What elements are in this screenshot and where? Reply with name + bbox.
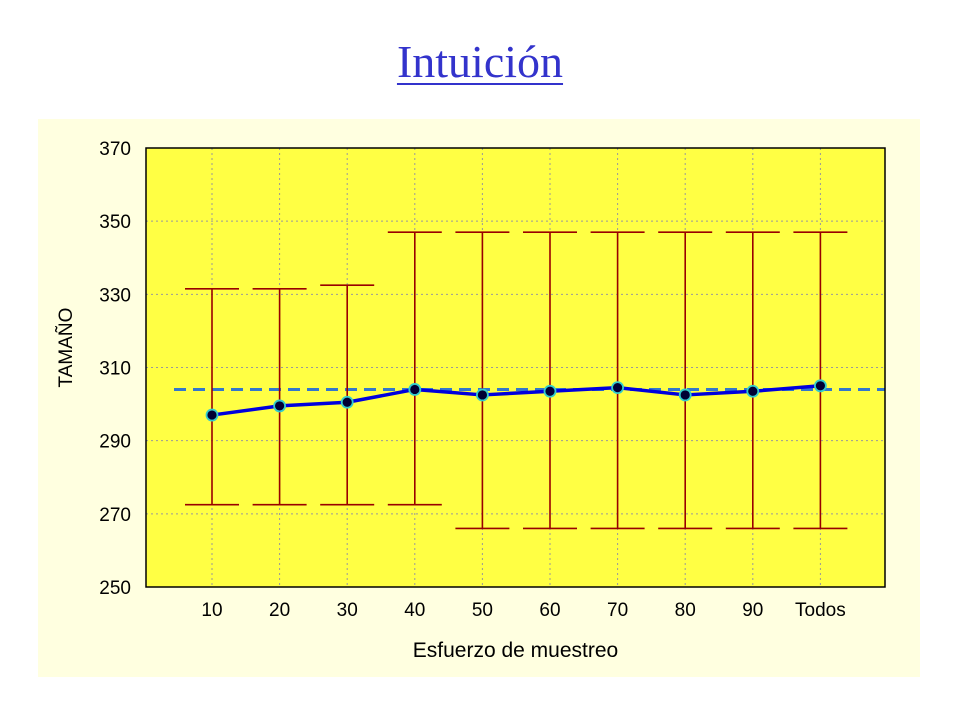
error-bar — [387, 231, 442, 506]
error-bar — [455, 231, 510, 530]
data-point — [475, 388, 489, 402]
error-bar — [590, 231, 645, 530]
x-tick-label: 70 — [607, 600, 628, 621]
series-line-layer — [211, 384, 821, 417]
x-tick-label: 90 — [742, 600, 763, 621]
data-points — [205, 379, 827, 422]
x-tick-label: 50 — [472, 600, 493, 621]
x-tick-label: 20 — [269, 600, 290, 621]
x-tick-label: 30 — [337, 600, 358, 621]
error-bar — [185, 288, 239, 506]
y-tick-label: 250 — [99, 578, 131, 599]
chart: 250 270 290 310 330 350 370 10 20 30 40 50 60 70 80 90… — [38, 119, 920, 677]
error-bar — [523, 231, 577, 530]
error-bar — [252, 288, 307, 506]
chart-panel: 250 270 290 310 330 350 370 10 20 30 40 50 60 70 80 90… — [38, 119, 920, 677]
y-tick-label: 290 — [99, 432, 131, 453]
data-point — [273, 399, 287, 413]
x-tick-label: 60 — [539, 600, 560, 621]
y-tick-label: 270 — [99, 505, 131, 526]
data-point — [611, 381, 624, 395]
data-point — [746, 384, 760, 398]
data-point — [543, 384, 557, 398]
data-point — [678, 388, 692, 402]
y-tick-label: 330 — [99, 285, 131, 306]
y-tick-label: 350 — [99, 212, 131, 233]
x-tick-labels: 10 20 30 40 50 60 70 80 90 Todos — [201, 600, 845, 621]
y-tick-labels: 250 270 290 310 330 350 370 — [99, 139, 131, 599]
error-bars — [185, 231, 848, 530]
y-tick-label: 370 — [99, 139, 131, 160]
x-axis-label: Esfuerzo de muestreo — [413, 639, 618, 662]
y-axis-label: TAMAÑO — [55, 308, 77, 388]
error-bar — [658, 231, 713, 530]
x-tick-label: 80 — [675, 600, 696, 621]
plot-frame — [145, 147, 886, 588]
data-point — [408, 383, 422, 396]
x-tick-label: Todos — [795, 600, 846, 621]
y-tick-label: 310 — [99, 359, 131, 380]
series-line — [211, 384, 821, 417]
error-bar — [320, 284, 375, 506]
data-point — [205, 408, 219, 422]
x-tick-label: 40 — [404, 600, 425, 621]
error-bar — [725, 231, 780, 530]
data-point — [340, 395, 354, 409]
page-title: Intuición — [396, 36, 564, 87]
x-tick-label: 10 — [201, 600, 222, 621]
data-point — [814, 379, 827, 393]
